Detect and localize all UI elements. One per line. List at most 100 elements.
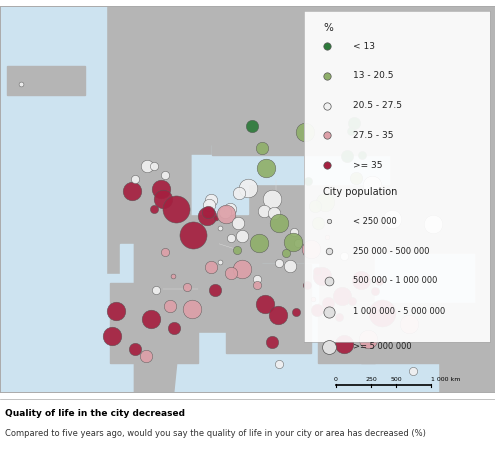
- Point: [340, 252, 347, 260]
- Point: [169, 272, 177, 279]
- Polygon shape: [0, 6, 495, 392]
- Point: [261, 301, 269, 308]
- Text: < 250 000: < 250 000: [352, 217, 396, 226]
- Point: [282, 249, 290, 256]
- Point: [216, 224, 224, 231]
- Polygon shape: [332, 303, 389, 363]
- Point: [326, 247, 334, 255]
- Point: [203, 212, 211, 220]
- Point: [238, 265, 246, 272]
- Point: [323, 161, 331, 169]
- Point: [275, 360, 283, 367]
- Point: [409, 367, 417, 374]
- Point: [347, 127, 355, 135]
- Point: [348, 298, 356, 305]
- Point: [338, 293, 346, 300]
- Point: [204, 208, 212, 216]
- Point: [253, 282, 261, 289]
- Point: [161, 248, 169, 255]
- Point: [222, 211, 230, 218]
- Polygon shape: [142, 353, 439, 422]
- Point: [253, 275, 261, 282]
- Point: [323, 233, 331, 241]
- Point: [375, 278, 383, 285]
- Polygon shape: [262, 264, 318, 353]
- Polygon shape: [248, 66, 389, 184]
- Point: [313, 219, 321, 226]
- Point: [207, 263, 215, 270]
- Point: [336, 313, 344, 321]
- Point: [275, 219, 283, 226]
- Text: 250 000 - 500 000: 250 000 - 500 000: [352, 246, 429, 255]
- Point: [152, 287, 160, 294]
- Polygon shape: [226, 264, 311, 353]
- Text: 500 000 - 1 000 000: 500 000 - 1 000 000: [352, 276, 437, 285]
- Point: [357, 276, 365, 283]
- Text: 0: 0: [334, 377, 338, 382]
- Point: [323, 132, 331, 139]
- Point: [227, 234, 235, 241]
- Point: [17, 81, 25, 88]
- Point: [255, 239, 263, 246]
- Point: [341, 340, 348, 347]
- Point: [248, 122, 256, 130]
- Text: City population: City population: [323, 187, 397, 197]
- Text: 1 000 000 - 5 000 000: 1 000 000 - 5 000 000: [352, 307, 445, 316]
- Point: [307, 245, 315, 252]
- Point: [303, 282, 311, 289]
- Point: [150, 162, 158, 169]
- Text: >= 5 000 000: >= 5 000 000: [352, 342, 411, 352]
- Point: [233, 246, 241, 253]
- Point: [323, 102, 331, 109]
- Point: [313, 307, 321, 314]
- Text: 27.5 - 35: 27.5 - 35: [352, 131, 393, 140]
- Polygon shape: [361, 303, 488, 363]
- Polygon shape: [212, 6, 403, 155]
- Point: [326, 245, 334, 252]
- Text: 250: 250: [365, 377, 377, 382]
- Text: 500: 500: [390, 377, 402, 382]
- Point: [216, 258, 224, 265]
- Point: [304, 177, 312, 184]
- Point: [358, 151, 366, 159]
- Point: [318, 272, 326, 279]
- Point: [183, 284, 191, 291]
- Polygon shape: [109, 284, 198, 363]
- Point: [326, 343, 334, 351]
- Text: < 13: < 13: [352, 42, 375, 51]
- Polygon shape: [0, 6, 106, 274]
- Point: [170, 324, 178, 332]
- Polygon shape: [155, 145, 248, 214]
- Point: [326, 308, 334, 315]
- Point: [128, 188, 136, 195]
- Point: [371, 288, 379, 295]
- Point: [143, 162, 151, 169]
- Point: [226, 206, 234, 213]
- Point: [289, 238, 297, 246]
- Polygon shape: [134, 135, 191, 453]
- Point: [368, 182, 376, 189]
- Point: [378, 309, 386, 317]
- Point: [211, 287, 219, 294]
- Point: [430, 221, 438, 228]
- Text: Quality of life in the city decreased: Quality of life in the city decreased: [5, 409, 185, 418]
- Point: [268, 338, 276, 346]
- Point: [309, 296, 317, 303]
- Polygon shape: [233, 145, 269, 174]
- Point: [293, 308, 300, 316]
- Point: [270, 210, 278, 217]
- Point: [189, 231, 197, 239]
- Point: [274, 312, 282, 319]
- Point: [389, 216, 396, 223]
- Point: [189, 306, 197, 313]
- Point: [227, 269, 235, 276]
- Point: [234, 219, 242, 226]
- Point: [147, 315, 154, 323]
- Point: [221, 208, 229, 216]
- Point: [207, 197, 215, 204]
- Polygon shape: [142, 333, 283, 353]
- Point: [142, 352, 149, 359]
- Text: 1 000 km: 1 000 km: [431, 377, 461, 382]
- Point: [108, 333, 116, 340]
- Point: [260, 207, 268, 215]
